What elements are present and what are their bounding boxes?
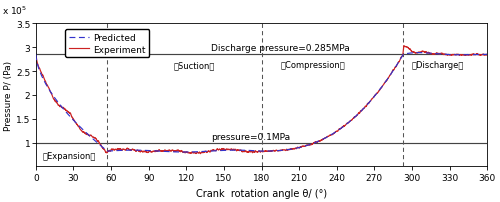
Text: （Expansion）: （Expansion） [42, 152, 96, 161]
Experiment [401, 45, 407, 48]
Experiment [306, 144, 312, 146]
Experiment [442, 54, 448, 56]
Predicted [314, 141, 320, 143]
Predicted [306, 144, 312, 146]
Text: （Discharge）: （Discharge） [412, 61, 465, 70]
Line: Experiment: Experiment [36, 46, 487, 154]
Experiment [484, 54, 490, 56]
Predicted [130, 149, 136, 152]
Experiment [33, 55, 39, 58]
Line: Predicted: Predicted [36, 53, 487, 152]
Y-axis label: Pressure P/ (Pa): Pressure P/ (Pa) [4, 60, 13, 130]
Predicted [484, 54, 490, 56]
Experiment [159, 149, 165, 152]
Text: （Suction）: （Suction） [174, 61, 215, 70]
Experiment [484, 54, 490, 57]
Text: x 10$^5$: x 10$^5$ [2, 5, 27, 17]
Predicted [182, 151, 188, 154]
Predicted [159, 150, 165, 153]
Predicted [33, 54, 39, 56]
Predicted [442, 54, 448, 56]
Experiment [314, 141, 320, 144]
X-axis label: Crank  rotation angle θ/ (°): Crank rotation angle θ/ (°) [196, 188, 327, 198]
Text: pressure=0.1MPa: pressure=0.1MPa [212, 132, 290, 141]
Experiment [198, 153, 203, 155]
Predicted [415, 52, 421, 55]
Text: （Compression）: （Compression） [280, 61, 345, 70]
Predicted [484, 54, 490, 56]
Text: Discharge pressure=0.285MPa: Discharge pressure=0.285MPa [212, 43, 350, 53]
Experiment [130, 148, 136, 150]
Legend: Predicted, Experiment: Predicted, Experiment [65, 30, 150, 58]
